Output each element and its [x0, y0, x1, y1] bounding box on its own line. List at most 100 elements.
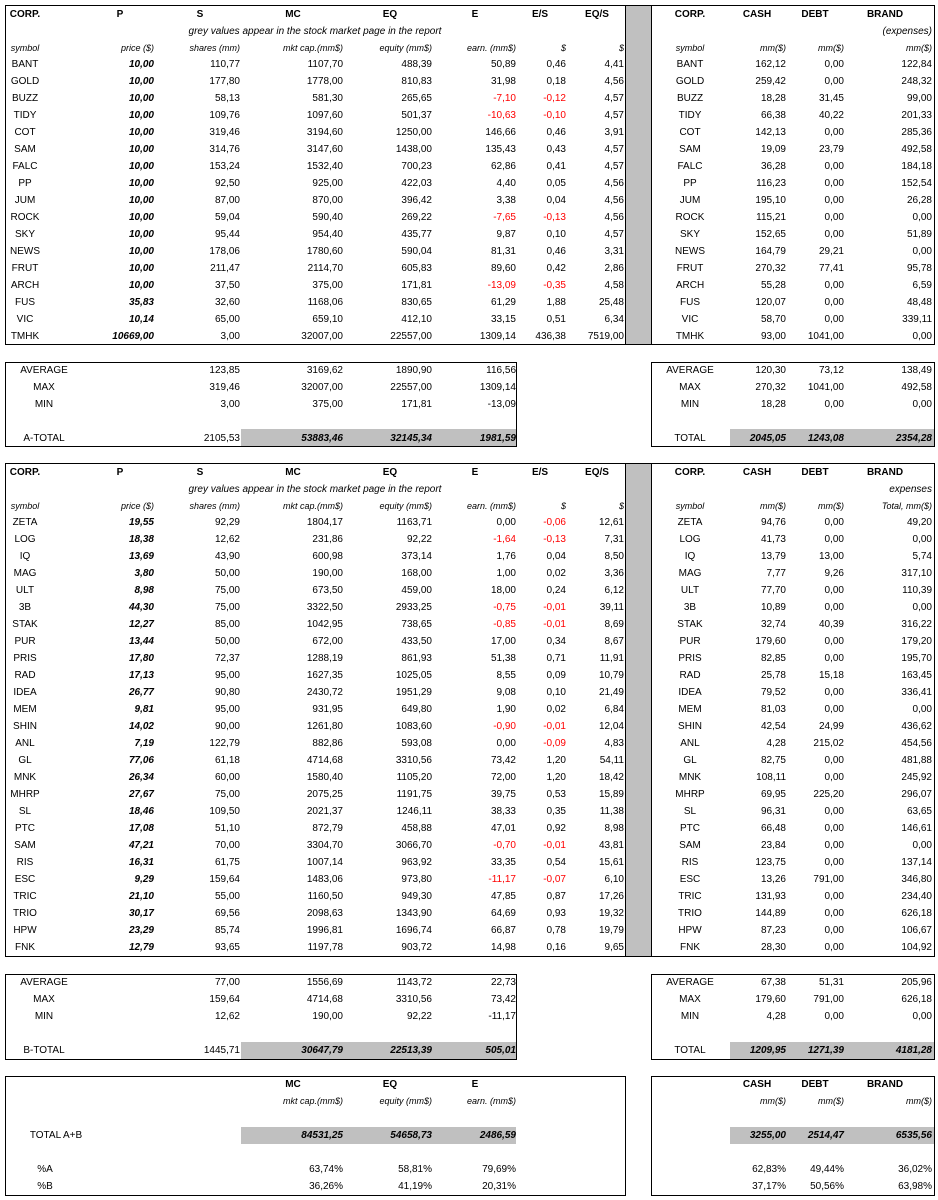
column-subheader: symbol — [10, 501, 40, 511]
column-header: E — [471, 1079, 479, 1090]
data-cell: 317,10 — [901, 568, 932, 579]
corp-symbol: FALC — [12, 161, 38, 172]
data-cell: -11,17 — [488, 874, 516, 885]
data-cell: 973,80 — [401, 874, 432, 885]
corp-symbol: VIC — [681, 314, 699, 325]
data-cell: -13,09 — [487, 280, 516, 291]
data-cell: 8,67 — [604, 636, 624, 647]
data-cell: 10669,00 — [112, 331, 154, 342]
data-cell: 10,00 — [128, 127, 154, 138]
data-cell: 142,13 — [755, 127, 786, 138]
data-cell: 19,55 — [128, 517, 154, 528]
corp-symbol: PUR — [14, 636, 36, 647]
table-row: PRIS 17,80 72,37 1288,19 861,93 51,38 0,71 11,9… — [0, 650, 938, 667]
column-subheader: $ — [618, 501, 624, 511]
stats-value: 4,28 — [766, 1011, 786, 1022]
data-cell: 17,08 — [128, 823, 154, 834]
data-cell: 9,87 — [496, 229, 516, 240]
data-cell: 146,61 — [901, 823, 932, 834]
data-cell: 319,46 — [209, 127, 240, 138]
column-subheader: price ($) — [120, 501, 154, 511]
data-cell: 234,40 — [901, 891, 932, 902]
stats-label: A-TOTAL — [23, 433, 65, 444]
data-cell: 26,77 — [128, 687, 154, 698]
data-cell: 95,00 — [214, 704, 240, 715]
corp-symbol: HPW — [678, 925, 702, 936]
column-subheader: mm($) — [760, 501, 786, 511]
data-cell: 459,00 — [401, 585, 432, 596]
data-cell: 0,46 — [546, 127, 566, 138]
data-cell: 481,88 — [901, 755, 932, 766]
data-cell: 10,00 — [128, 110, 154, 121]
column-header: MC — [285, 467, 301, 478]
stats-label: MAX — [679, 994, 701, 1005]
table-row: FRUT 10,00 211,47 2114,70 605,83 89,60 0,42 2,8… — [0, 260, 938, 277]
data-cell: 316,22 — [901, 619, 932, 630]
corp-symbol: FUS — [15, 297, 35, 308]
data-cell: 18,46 — [128, 806, 154, 817]
data-cell: 791,00 — [813, 874, 844, 885]
corp-symbol: SAM — [14, 144, 36, 155]
data-cell: 1627,35 — [306, 670, 343, 681]
data-cell: 963,92 — [401, 857, 432, 868]
data-cell: 43,81 — [598, 840, 624, 851]
data-cell: 2075,25 — [306, 789, 343, 800]
column-header: P — [116, 467, 124, 478]
data-cell: 3194,60 — [306, 127, 343, 138]
table-row: RIS 16,31 61,75 1007,14 963,92 33,35 0,54 15,61… — [0, 854, 938, 871]
group-a-stats — [5, 362, 517, 447]
data-cell: 109,76 — [209, 110, 240, 121]
data-cell: 0,00 — [824, 636, 844, 647]
stats-value: 22557,00 — [390, 382, 432, 393]
column-header: P — [116, 9, 124, 20]
data-cell: 581,30 — [312, 93, 343, 104]
stats-value: 116,56 — [486, 365, 516, 376]
data-cell: -0,06 — [543, 517, 566, 528]
data-cell: 0,00 — [912, 840, 932, 851]
stats-value: 159,64 — [209, 994, 240, 1005]
stats-value: 62,83% — [752, 1164, 786, 1175]
data-cell: 3,36 — [604, 568, 624, 579]
data-cell: 1107,70 — [307, 59, 343, 70]
data-cell: 1,90 — [496, 704, 516, 715]
corp-symbol: TMHK — [10, 331, 40, 342]
data-cell: 64,69 — [490, 908, 516, 919]
corp-symbol: MAG — [13, 568, 37, 579]
data-cell: 32,74 — [760, 619, 786, 630]
data-cell: 0,00 — [824, 229, 844, 240]
data-cell: 0,04 — [546, 551, 566, 562]
stats-value: 22513,39 — [390, 1045, 432, 1056]
data-cell: 36,28 — [760, 161, 786, 172]
data-cell: 882,86 — [312, 738, 343, 749]
data-cell: 3310,56 — [395, 755, 432, 766]
data-cell: 7,19 — [134, 738, 154, 749]
data-cell: 6,34 — [604, 314, 624, 325]
table-row: ARCH 10,00 37,50 375,00 171,81 -13,09 -0,35 4,5… — [0, 277, 938, 294]
data-cell: 488,39 — [401, 59, 432, 70]
data-cell: 15,89 — [598, 789, 624, 800]
stats-value: 171,81 — [401, 399, 432, 410]
data-cell: -0,75 — [493, 602, 516, 613]
data-cell: 69,56 — [214, 908, 240, 919]
data-cell: 94,76 — [760, 517, 786, 528]
data-cell: 55,28 — [760, 280, 786, 291]
stats-value: 4714,68 — [306, 994, 343, 1005]
data-cell: 1,20 — [546, 755, 566, 766]
column-header: EQ — [382, 9, 398, 20]
table-row: TIDY 10,00 109,76 1097,60 501,37 -10,63 -0,10 4… — [0, 107, 938, 124]
stats-value: 41,19% — [398, 1181, 432, 1192]
column-subheader: symbol — [10, 43, 40, 53]
data-cell: 122,79 — [209, 738, 240, 749]
corp-symbol: GOLD — [675, 76, 705, 87]
data-cell: 4,83 — [604, 738, 624, 749]
data-cell: 0,46 — [546, 59, 566, 70]
data-cell: 21,49 — [598, 687, 624, 698]
column-header: CORP. — [674, 9, 706, 20]
column-subheader: equity (mm$) — [379, 1096, 432, 1106]
column-header: CORP. — [9, 9, 41, 20]
data-cell: 122,84 — [901, 59, 932, 70]
data-cell: 59,04 — [214, 212, 240, 223]
corp-symbol: SKY — [14, 229, 35, 240]
data-cell: 9,29 — [134, 874, 154, 885]
corp-symbol: TIDY — [678, 110, 702, 121]
